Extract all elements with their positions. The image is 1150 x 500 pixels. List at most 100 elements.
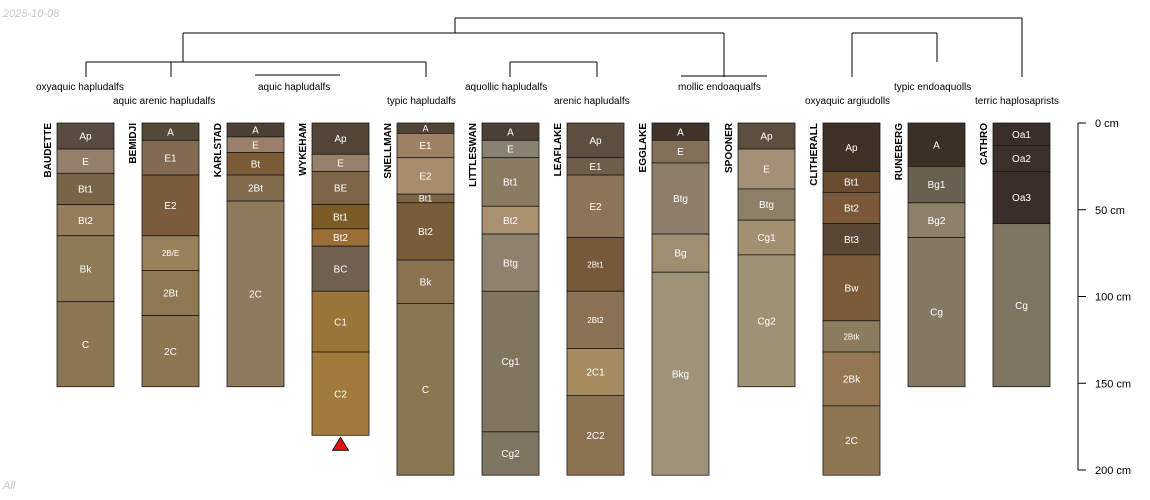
horizon-label: E1 <box>419 141 432 152</box>
horizon-label: Cg <box>1015 301 1028 312</box>
date-label: 2025-10-08 <box>3 8 60 20</box>
horizon-bc <box>311 245 370 292</box>
horizon-2bt1 <box>566 237 625 292</box>
profile-name: BAUDETTE <box>43 123 54 178</box>
horizon-2c <box>822 405 881 476</box>
horizon-label: Bt2 <box>844 204 859 215</box>
horizon-bt2 <box>56 204 115 237</box>
depth-tick-label: 50 cm <box>1095 205 1125 217</box>
taxon-label: oxyaquic hapludalfs <box>36 82 124 93</box>
horizon-bg2 <box>907 202 966 238</box>
horizon-label: C2 <box>334 389 347 400</box>
horizon-label: Btg <box>503 258 518 269</box>
horizon-cg2 <box>737 254 796 388</box>
horizon-label: Bt1 <box>503 178 518 189</box>
horizon-label: Bk <box>80 264 93 275</box>
horizon-cg1 <box>481 290 540 433</box>
horizon-label: E <box>337 159 344 170</box>
horizon-label: A <box>507 127 514 138</box>
horizon-bg1 <box>907 165 966 204</box>
profile-spooner: SPOONER Ap E Btg Cg1 Cg2 <box>724 122 796 388</box>
horizon-c <box>56 301 115 388</box>
horizon-e1 <box>396 133 455 159</box>
taxon-label: oxyaquic argiudolls <box>805 96 890 107</box>
horizon-label: Bt <box>251 159 261 170</box>
horizon-label: Bg <box>674 249 686 260</box>
horizon-ap <box>311 122 370 155</box>
taxa-labels: oxyaquic hapludalfs aquic arenic hapludal… <box>36 82 1059 107</box>
profile-name: KARLSTAD <box>213 123 224 177</box>
horizon-cg <box>907 237 966 388</box>
horizon-label: E <box>82 157 89 168</box>
horizon-c2 <box>311 351 370 436</box>
profile-name: BEMIDJI <box>128 123 139 164</box>
horizon-label: Bt1 <box>419 194 433 204</box>
horizon-bt1 <box>311 204 370 230</box>
profile-bemidji: BEMIDJI A E1 E2 2B/E 2Bt 2C <box>128 122 200 388</box>
horizon-e2 <box>396 157 455 195</box>
horizon-label: Bt1 <box>78 185 93 196</box>
depth-tick-label: 200 cm <box>1095 465 1131 477</box>
horizon-ap <box>56 122 115 150</box>
horizon-label: 2C2 <box>586 431 605 442</box>
profile-snellman: SNELLMAN A E1 E2 Bt1 Bt2 Bk C <box>383 122 455 476</box>
horizon-label: 2Bt2 <box>587 316 604 325</box>
horizon-a <box>907 122 966 167</box>
profile-name: LITTLESWAN <box>468 123 479 187</box>
horizon-bk <box>56 235 115 303</box>
horizon-label: Btg <box>759 200 774 211</box>
horizon-label: Bkg <box>672 369 689 380</box>
horizon-label: Cg <box>930 308 943 319</box>
horizon-label: C1 <box>334 317 347 328</box>
horizon-e <box>56 148 115 174</box>
horizon-2bt2 <box>566 290 625 349</box>
profile-baudette: BAUDETTE Ap E Bt1 Bt2 Bk C <box>43 122 115 388</box>
horizon-label: 2Bt <box>248 184 263 195</box>
horizon-2c1 <box>566 348 625 396</box>
horizon-bkg <box>651 271 710 476</box>
horizon-label: A <box>677 127 684 138</box>
horizon-label: Ap <box>79 132 92 143</box>
horizon-c1 <box>311 290 370 353</box>
horizon-cg2 <box>481 431 540 476</box>
horizon-ap <box>566 122 625 159</box>
horizon-label: Oa1 <box>1012 130 1031 141</box>
profile-name: CLITHERALL <box>809 123 820 186</box>
profile-egglake: EGGLAKE AE Btg Bg Bkg <box>638 122 710 476</box>
profile-name: CATHRO <box>979 123 990 165</box>
horizon-btg <box>737 188 796 221</box>
profile-name: SNELLMAN <box>383 123 394 179</box>
profile-name: EGGLAKE <box>638 123 649 173</box>
horizon-bw <box>822 254 881 322</box>
profile-name: LEAFLAKE <box>553 123 564 177</box>
horizon-be <box>311 171 370 205</box>
horizon-label: 2C <box>249 289 262 300</box>
horizon-label: E2 <box>589 202 602 213</box>
horizon-label: 2B/E <box>162 249 179 258</box>
profile-name: WYKEHAM <box>298 123 309 176</box>
profile-runeberg: RUNEBERG A Bg1 Bg2 Cg <box>894 122 966 388</box>
horizon-label: Bk <box>420 277 433 288</box>
dendrogram <box>85 17 1023 77</box>
horizon-label: Bw <box>845 283 860 294</box>
horizon-label: 2Bt1 <box>587 260 604 269</box>
horizon-label: Bt2 <box>503 216 518 227</box>
profile-littleswan: LITTLESWAN AE Bt1 Bt2 Btg Cg1 Cg2 <box>468 122 540 476</box>
horizon-e2 <box>141 174 200 237</box>
horizon-c <box>396 303 455 476</box>
taxon-label: mollic endoaqualfs <box>678 82 761 93</box>
horizon-label: BE <box>334 184 348 195</box>
depth-tick-label: 0 cm <box>1095 118 1119 130</box>
horizon-label: Bt1 <box>333 212 348 223</box>
depth-tick-label: 150 cm <box>1095 378 1131 390</box>
horizon-label: Oa2 <box>1012 154 1031 165</box>
footer-label: All <box>3 480 16 492</box>
horizon-e <box>737 148 796 190</box>
horizon-label: A <box>933 140 940 151</box>
horizon-label: Bg1 <box>928 180 946 191</box>
profile-name: RUNEBERG <box>894 123 905 180</box>
horizon-label: 2C <box>164 347 177 358</box>
horizon-label: Bt2 <box>78 216 93 227</box>
